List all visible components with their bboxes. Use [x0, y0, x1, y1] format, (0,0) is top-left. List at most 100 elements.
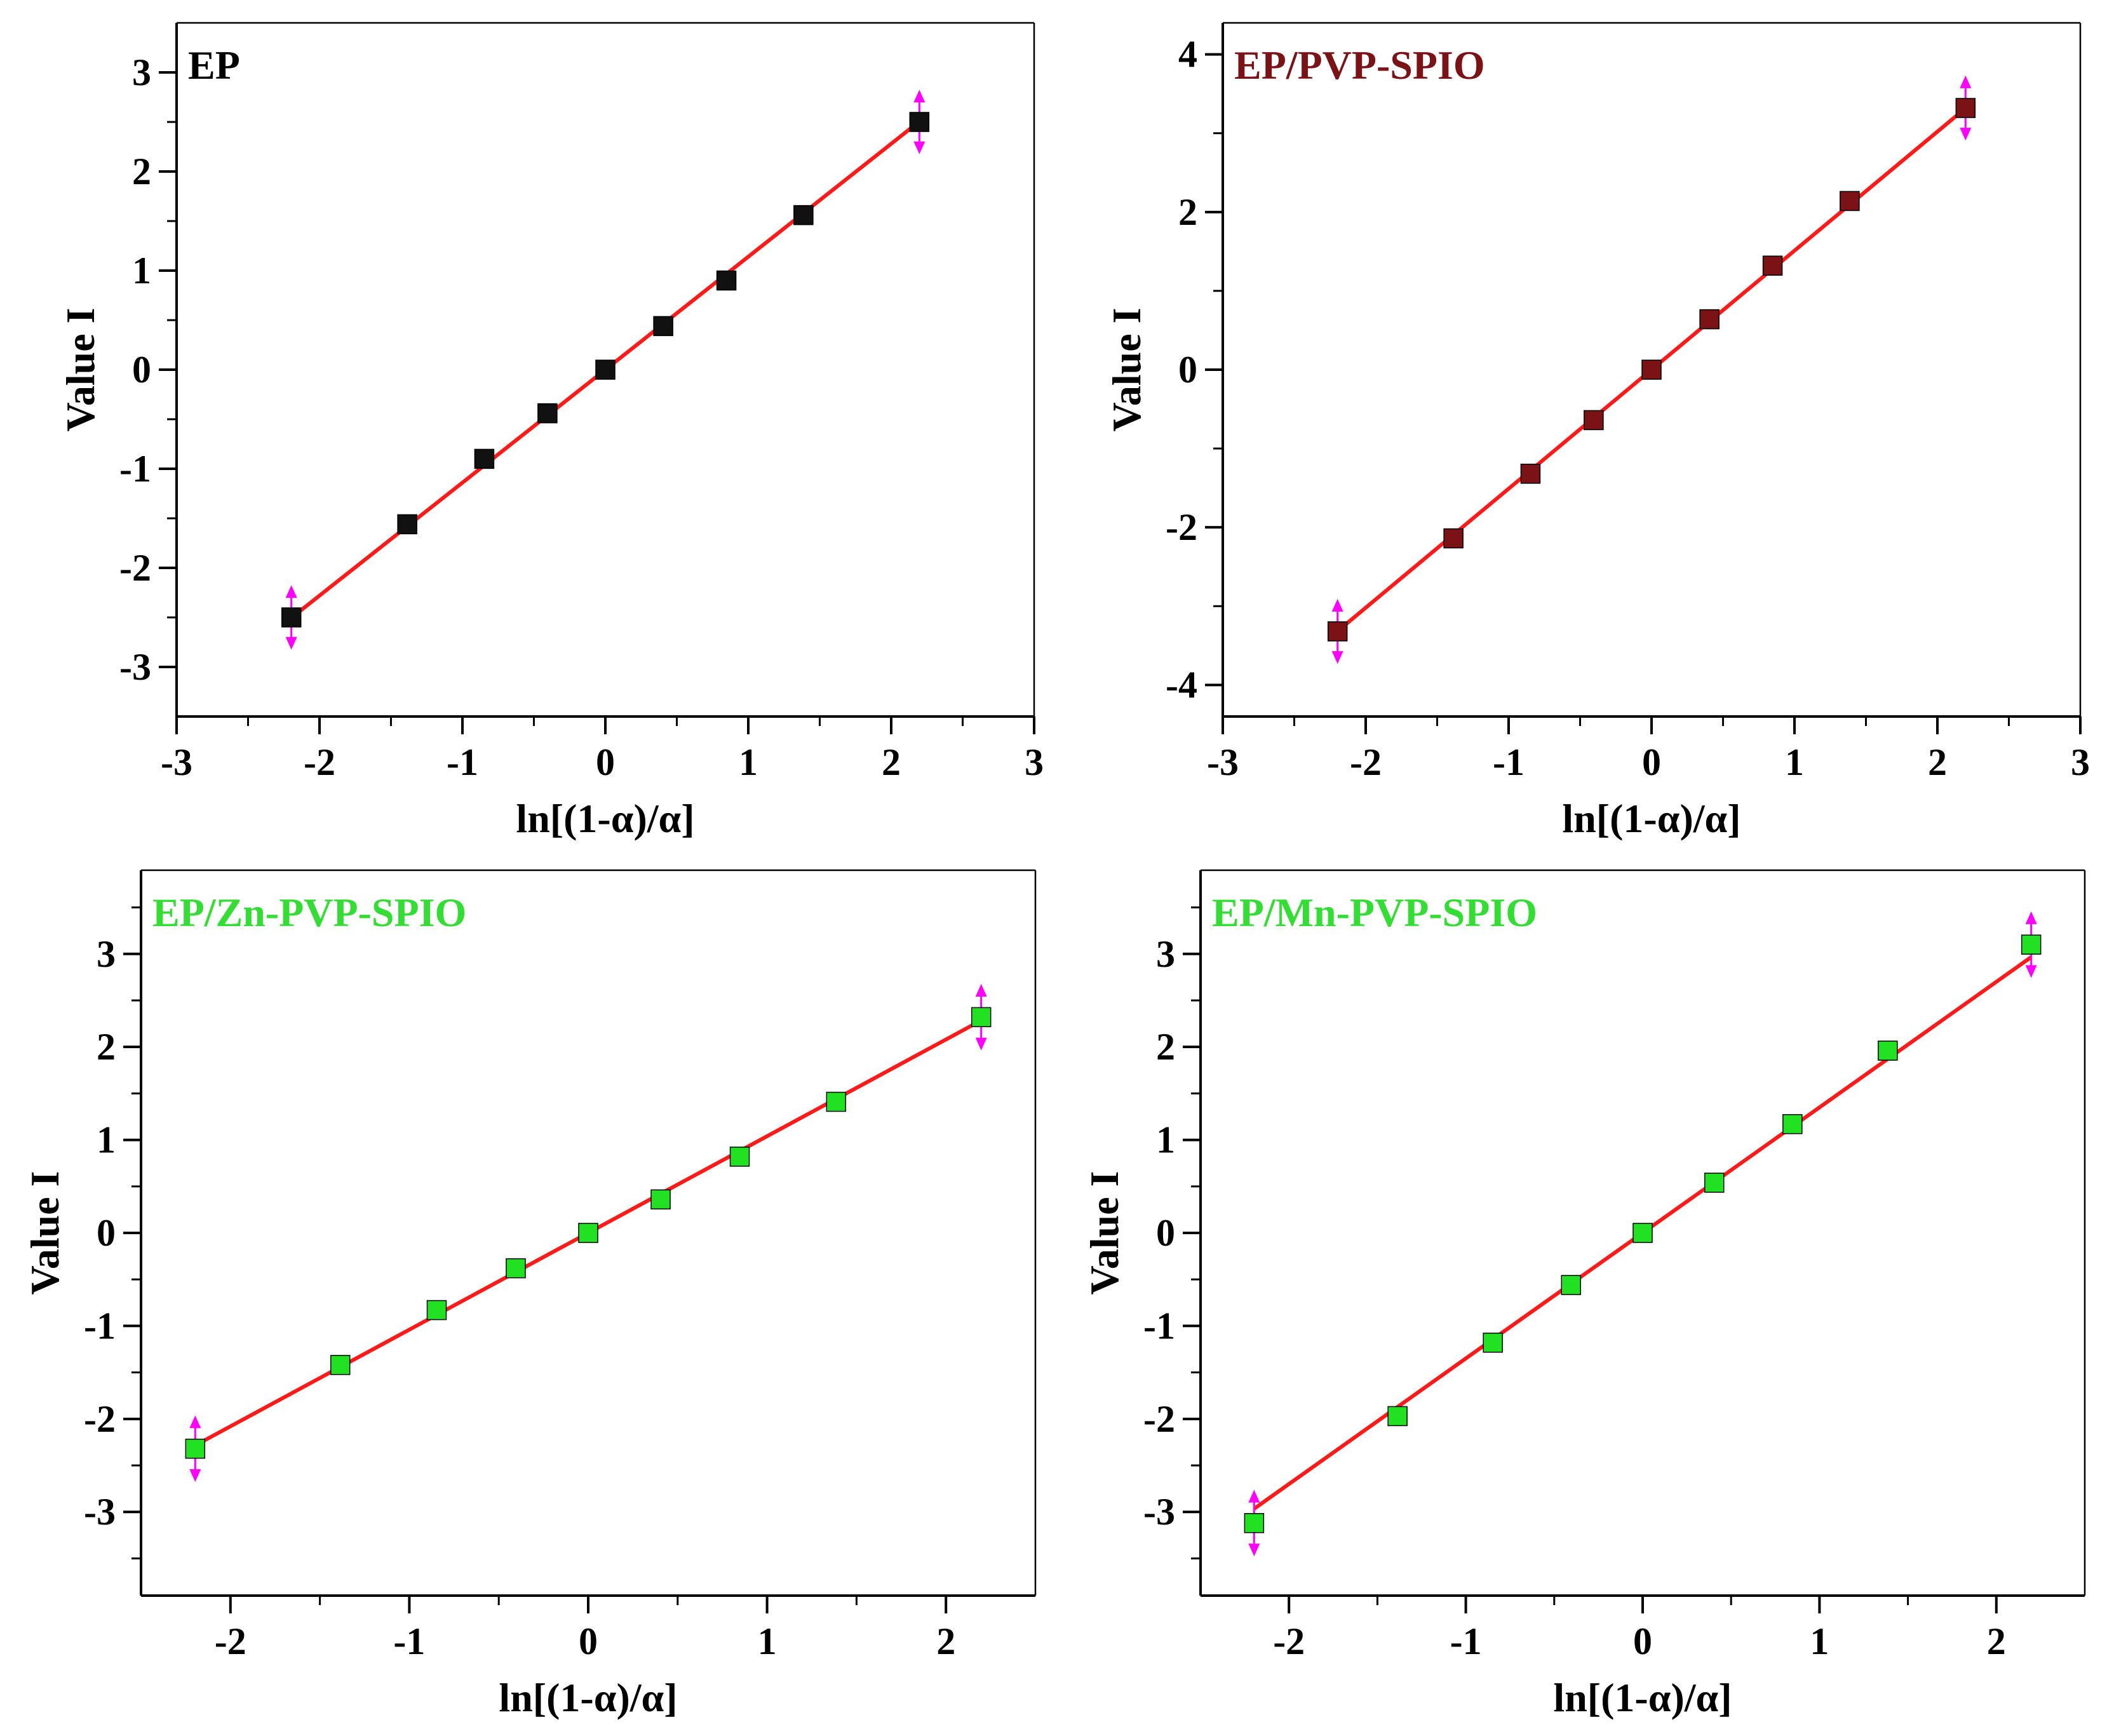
y-tick-label: 1 — [97, 1119, 116, 1161]
x-tick-label: 2 — [882, 741, 901, 783]
x-tick-label: -1 — [1450, 1620, 1482, 1662]
y-tick-label: 0 — [1156, 1212, 1175, 1254]
error-bar-cap-top — [285, 585, 297, 598]
y-tick-label: 0 — [97, 1212, 116, 1254]
data-point — [909, 112, 930, 132]
y-tick-label: 0 — [132, 349, 151, 391]
error-bar-cap-top — [913, 90, 926, 103]
x-axis-label: ln[(1-α)/α] — [516, 796, 694, 841]
data-point — [1561, 1275, 1581, 1295]
data-point — [1762, 255, 1783, 276]
data-point — [1878, 1040, 1898, 1061]
x-tick-label: 2 — [1928, 741, 1947, 783]
y-tick-label: -1 — [1143, 1305, 1175, 1347]
chart-panel-4: -2 -1 0 1 2 -3 -2 -1 0 1 2 3 ln[(1-α)/α] Value I EP/Mn… — [1082, 869, 2086, 1720]
y-tick-label: -2 — [1166, 506, 1197, 548]
data-point — [716, 270, 737, 291]
x-tick-label: 1 — [739, 741, 758, 783]
data-point — [595, 360, 616, 380]
x-tick-label: 0 — [579, 1620, 598, 1662]
data-point — [1244, 1513, 1265, 1533]
y-axis-label: Value I — [1082, 1171, 1127, 1295]
error-bar-cap-bottom — [1331, 651, 1343, 664]
error-bar-cap-top — [189, 1415, 201, 1429]
error-bar-cap-bottom — [2025, 965, 2037, 978]
data-point — [2021, 934, 2042, 955]
y-tick-label: 2 — [1156, 1026, 1175, 1068]
y-tick-label: 2 — [132, 151, 151, 192]
x-tick-label: 1 — [1810, 1620, 1829, 1662]
error-bar-cap-top — [975, 984, 987, 997]
y-tick-label: -1 — [119, 448, 151, 490]
y-axis-label: Value I — [58, 307, 103, 431]
error-bar-cap-bottom — [975, 1037, 987, 1051]
chart-panel-2: -3 -2 -1 0 1 2 3 -4 -2 0 2 4 ln[(1-α)/α] Value I EP/PV… — [1104, 22, 2090, 841]
x-tick-label: -1 — [1493, 741, 1525, 783]
x-tick-label: 2 — [936, 1620, 955, 1662]
data-point — [653, 316, 673, 337]
data-point — [506, 1258, 526, 1279]
y-tick-label: -2 — [119, 547, 151, 589]
y-axis-label: Value I — [1104, 307, 1149, 431]
x-tick-label: -2 — [215, 1620, 246, 1662]
panel-title: EP/Zn-PVP-SPIO — [152, 890, 466, 935]
x-tick-label: 3 — [1025, 741, 1044, 783]
x-tick-label: -1 — [447, 741, 478, 783]
panel-title: EP/PVP-SPIO — [1234, 43, 1485, 88]
x-tick-label: -3 — [161, 741, 192, 783]
y-tick-label: 3 — [1156, 933, 1175, 975]
error-bar-cap-top — [2025, 911, 2037, 924]
x-tick-label: 1 — [1785, 741, 1804, 783]
y-axis-label: Value I — [22, 1171, 67, 1295]
y-tick-label: -4 — [1166, 664, 1197, 706]
error-bar-cap-top — [1248, 1490, 1260, 1503]
chart-panel-3: -2 -1 0 1 2 -3 -2 -1 0 1 2 3 ln[(1-α)/α] Value I EP/Zn… — [22, 869, 1037, 1720]
y-tick-label: 4 — [1178, 34, 1197, 76]
y-tick-label: -3 — [119, 646, 151, 688]
chart-panel-1: -3 -2 -1 0 1 2 3 -3 -2 -1 0 1 2 3 ln[(1-α)/α] Value I EP — [58, 22, 1044, 841]
x-tick-label: 3 — [2071, 741, 2090, 783]
error-bar-cap-top — [1331, 598, 1343, 612]
error-bar-cap-bottom — [189, 1469, 201, 1482]
data-point — [397, 514, 417, 535]
data-point — [650, 1189, 671, 1210]
data-point — [729, 1147, 750, 1167]
error-bar-cap-bottom — [913, 141, 926, 154]
y-tick-label: -2 — [1143, 1398, 1175, 1440]
data-point — [1327, 621, 1348, 642]
data-point — [426, 1300, 447, 1321]
y-tick-label: -3 — [84, 1491, 116, 1533]
error-bar-cap-bottom — [1248, 1544, 1260, 1557]
y-tick-label: 0 — [1178, 349, 1197, 391]
data-point — [1641, 360, 1662, 380]
y-tick-label: 3 — [97, 933, 116, 975]
y-tick-label: 3 — [132, 51, 151, 93]
x-tick-label: -2 — [304, 741, 335, 783]
panel-title: EP/Mn-PVP-SPIO — [1212, 890, 1537, 935]
data-point — [281, 607, 302, 628]
x-axis-label: ln[(1-α)/α] — [1553, 1675, 1732, 1720]
data-point — [971, 1007, 992, 1028]
data-point — [1955, 98, 1976, 118]
x-tick-label: -1 — [393, 1620, 425, 1662]
data-point — [1387, 1406, 1408, 1427]
y-tick-label: 2 — [97, 1026, 116, 1068]
x-tick-label: 2 — [1987, 1620, 2006, 1662]
data-point — [1699, 309, 1720, 330]
x-tick-label: -2 — [1350, 741, 1382, 783]
x-axis-label: ln[(1-α)/α] — [1562, 796, 1740, 841]
data-point — [1584, 410, 1604, 431]
error-bar-cap-top — [1960, 75, 1972, 88]
data-point — [474, 448, 495, 469]
x-tick-label: -3 — [1207, 741, 1239, 783]
x-tick-label: 0 — [596, 741, 615, 783]
data-point — [578, 1223, 598, 1243]
data-point — [537, 403, 558, 424]
y-tick-label: -1 — [84, 1305, 116, 1347]
x-tick-label: 0 — [1633, 1620, 1652, 1662]
x-axis-label: ln[(1-α)/α] — [499, 1675, 677, 1720]
y-tick-label: -3 — [1143, 1491, 1175, 1533]
x-tick-label: 1 — [758, 1620, 777, 1662]
y-tick-label: 2 — [1178, 191, 1197, 233]
